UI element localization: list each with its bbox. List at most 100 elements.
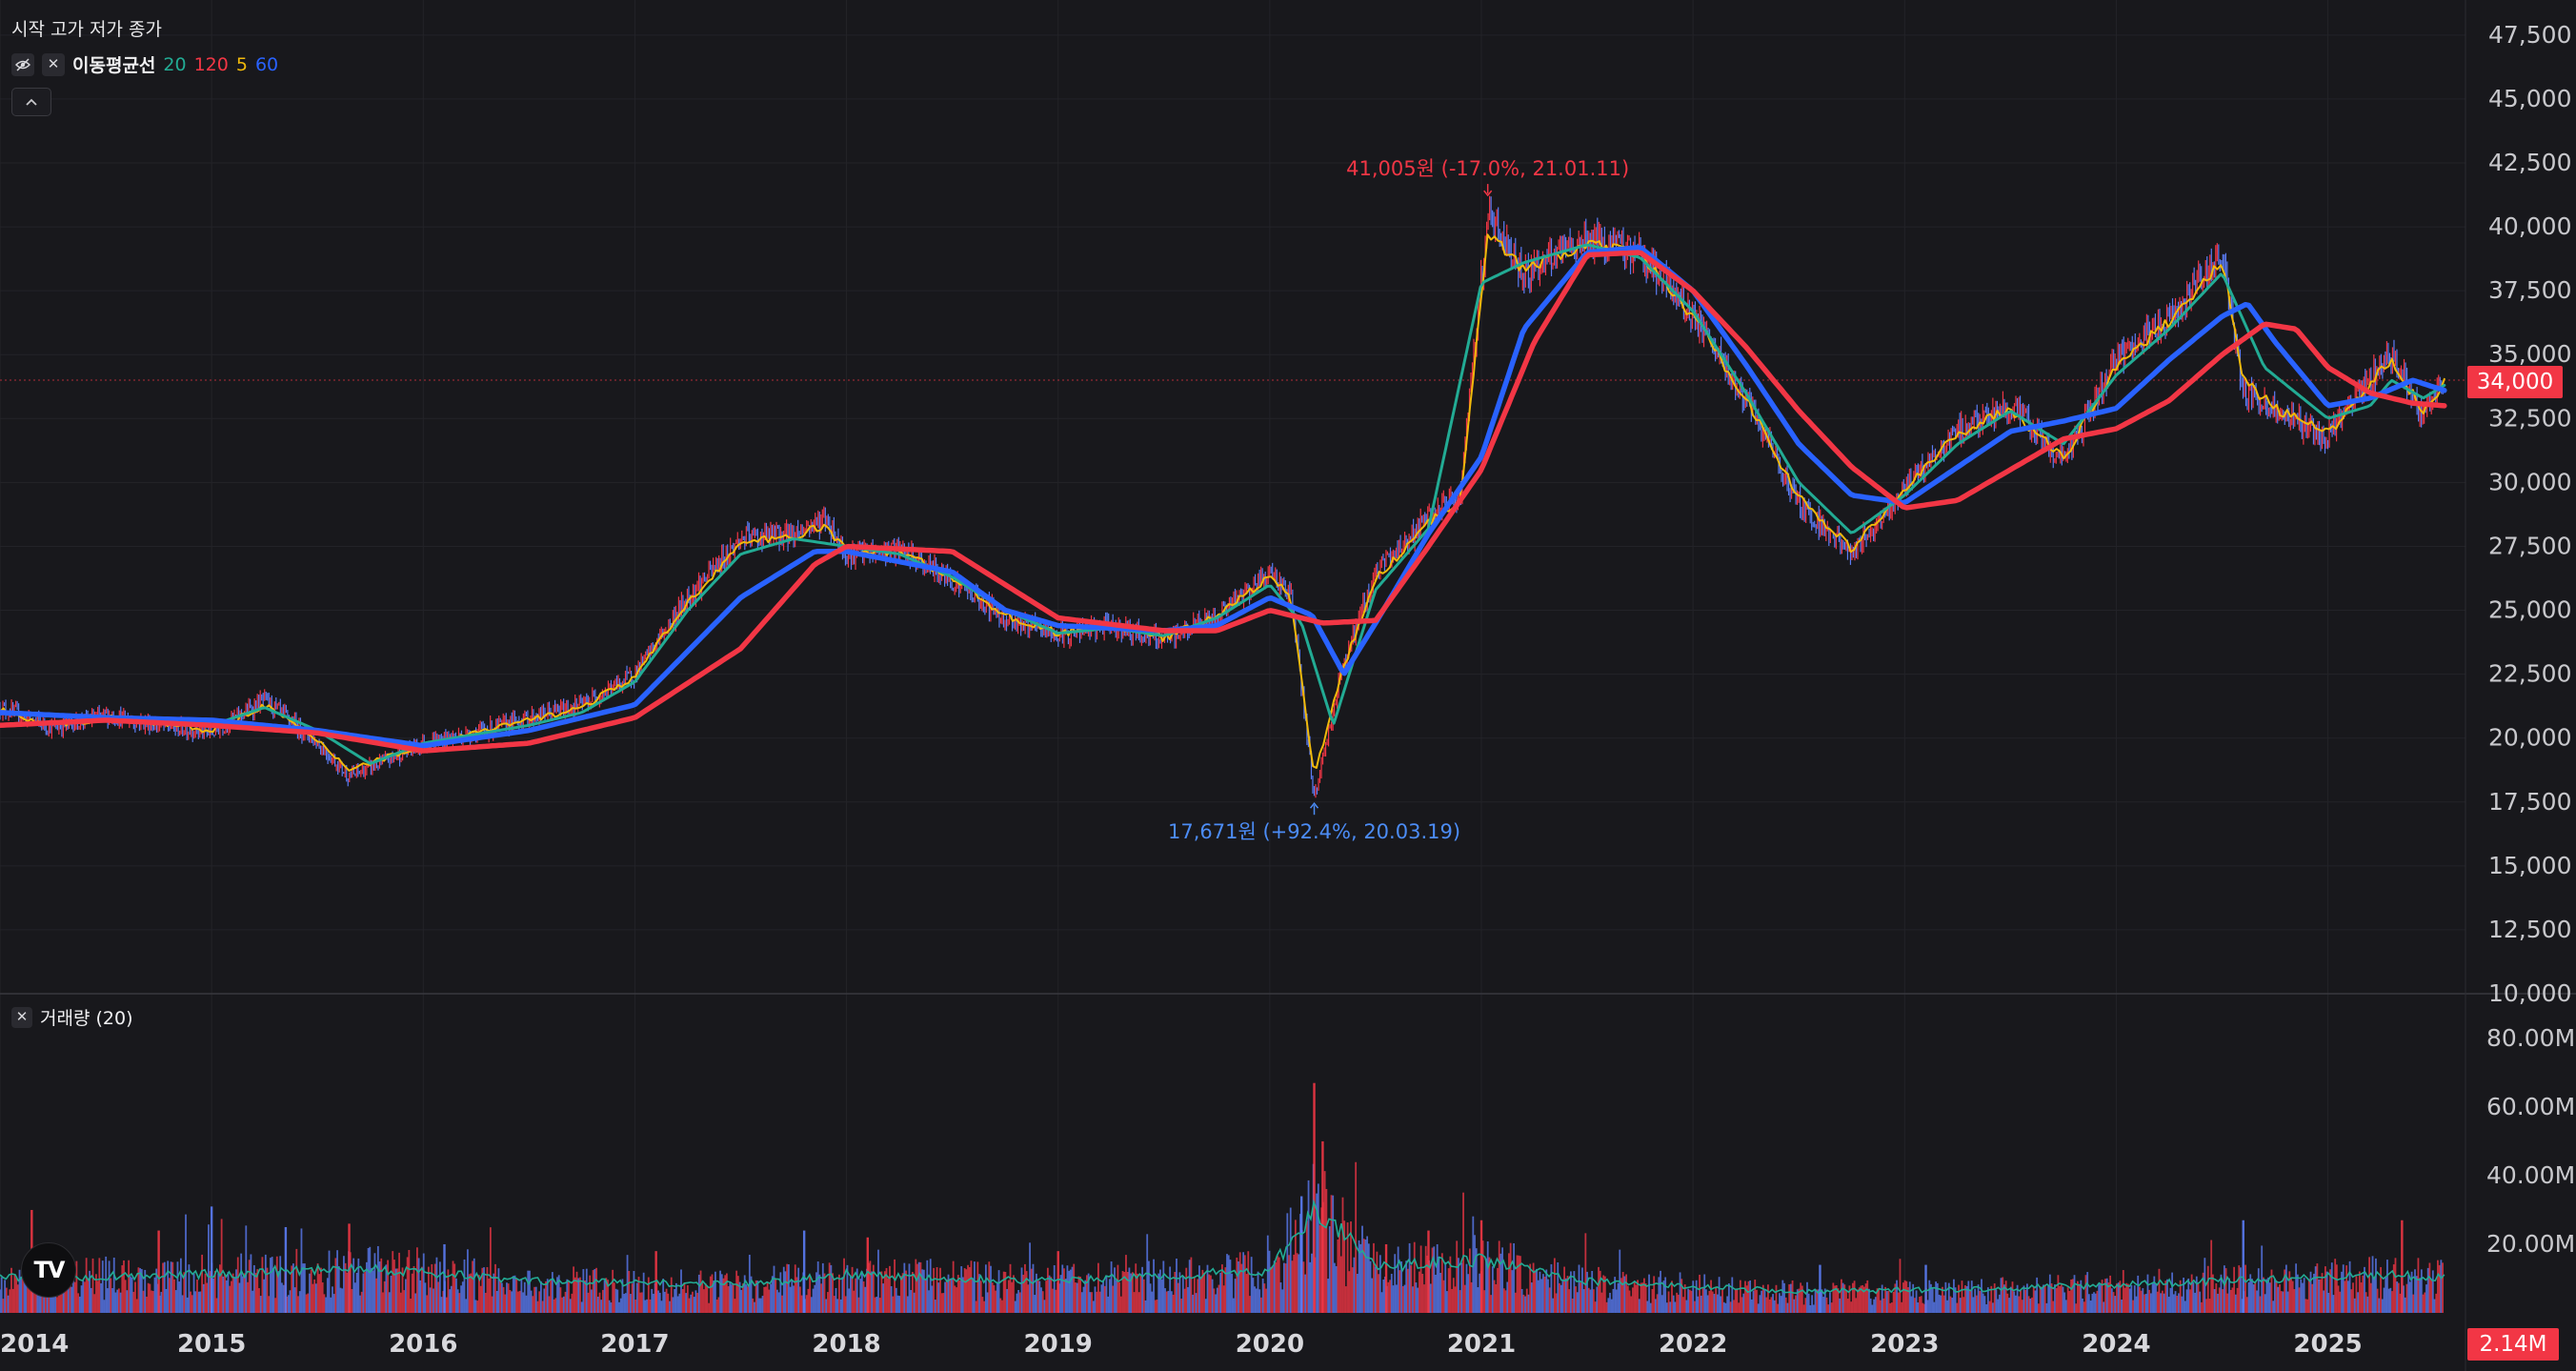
volume-bar [1931,1287,1934,1313]
volume-bar [1791,1280,1794,1313]
volume-bar [2148,1289,2151,1313]
chevron-up-icon[interactable] [11,88,51,116]
volume-bar [600,1300,603,1313]
volume-bar [2174,1291,2177,1313]
volume-bar [1887,1290,1890,1313]
price-candles [0,195,2444,798]
volume-bar [580,1301,583,1313]
volume-bar [117,1288,120,1313]
volume-bar [1429,1283,1432,1313]
volume-bar [1777,1303,1780,1313]
volume-bar [1837,1288,1840,1313]
close-icon[interactable]: ✕ [42,52,65,76]
volume-bar [2386,1260,2388,1313]
volume-bar [2348,1260,2351,1313]
volume-bar [871,1271,874,1313]
volume-bar [1502,1288,1505,1313]
volume-bar [1635,1284,1638,1313]
volume-bar [518,1290,521,1313]
volume-bar [2321,1273,2324,1313]
volume-bar [1497,1267,1499,1313]
volume-bar [1806,1281,1808,1313]
volume-bar [1582,1289,1585,1313]
volume-bar [1959,1298,1962,1313]
volume-bar [1378,1274,1380,1313]
volume-bar [1793,1299,1796,1313]
volume-bar [351,1289,353,1313]
volume-bar [1598,1266,1600,1313]
eye-slash-icon[interactable] [11,52,34,76]
volume-bar [134,1281,136,1313]
volume-bar [722,1278,725,1313]
volume-bar [759,1298,762,1313]
volume-bar [701,1281,704,1313]
volume-bar [2425,1284,2427,1313]
volume-bar [1938,1294,1941,1313]
volume-bar [724,1275,727,1313]
volume-bar [653,1293,654,1313]
volume-bar [1700,1295,1702,1313]
volume-bar [2256,1290,2258,1313]
volume-bar [773,1265,775,1313]
volume-bar [887,1278,890,1313]
volume-bar [1444,1261,1447,1313]
volume-bar [2431,1270,2434,1313]
volume-bar [2202,1272,2204,1313]
volume-bar [2107,1282,2110,1313]
volume-bar [598,1292,601,1313]
volume-bar [2344,1280,2346,1313]
volume-bar [1144,1300,1147,1313]
volume-bar [596,1296,599,1313]
volume-bar [2389,1287,2392,1313]
volume-bar [1479,1273,1481,1313]
volume-bar [2065,1300,2067,1313]
tradingview-logo[interactable]: TV [21,1242,76,1298]
volume-bar [2211,1274,2214,1313]
volume-bar [569,1299,572,1313]
volume-bar [1460,1262,1463,1313]
volume-bars [0,1082,2444,1313]
volume-bar [282,1284,285,1313]
volume-bar [1190,1257,1193,1313]
volume-bar [2123,1287,2126,1313]
volume-bar [355,1272,358,1313]
volume-bar [1446,1291,1448,1313]
volume-bar [1359,1243,1362,1313]
volume-bar [245,1225,248,1313]
volume-bar [1004,1272,1007,1313]
volume-bar [681,1289,684,1313]
volume-bar [1529,1263,1532,1313]
volume-bar [2355,1276,2358,1313]
volume-bar [2172,1294,2175,1313]
price-tick-label: 15,000 [2488,852,2571,879]
volume-bar [385,1264,388,1313]
volume-bar [2020,1290,2022,1313]
volume-bar [1447,1268,1450,1313]
volume-bar [1683,1284,1686,1313]
volume-bar [1564,1278,1567,1313]
volume-bar [1117,1264,1119,1313]
volume-bar [2407,1274,2410,1313]
volume-bar [2116,1283,2118,1313]
volume-bar [2063,1292,2066,1313]
volume-bar [2324,1266,2326,1313]
volume-bar [768,1289,771,1313]
volume-bar [859,1279,862,1313]
volume-bar [1096,1291,1098,1313]
volume-bar [1296,1253,1298,1313]
volume-bar [1068,1270,1071,1313]
volume-bar [1022,1274,1025,1313]
volume-bar [1990,1285,1993,1313]
volume-bar [715,1300,718,1313]
volume-bar [612,1269,614,1313]
close-icon[interactable]: ✕ [11,1006,32,1028]
volume-bar [250,1254,252,1313]
volume-bar [1795,1295,1797,1313]
volume-bar [634,1300,637,1313]
volume-bar [1653,1276,1656,1313]
volume-bar [258,1288,260,1313]
volume-bar [509,1290,512,1313]
volume-bar [667,1293,670,1313]
volume-bar [750,1276,753,1313]
